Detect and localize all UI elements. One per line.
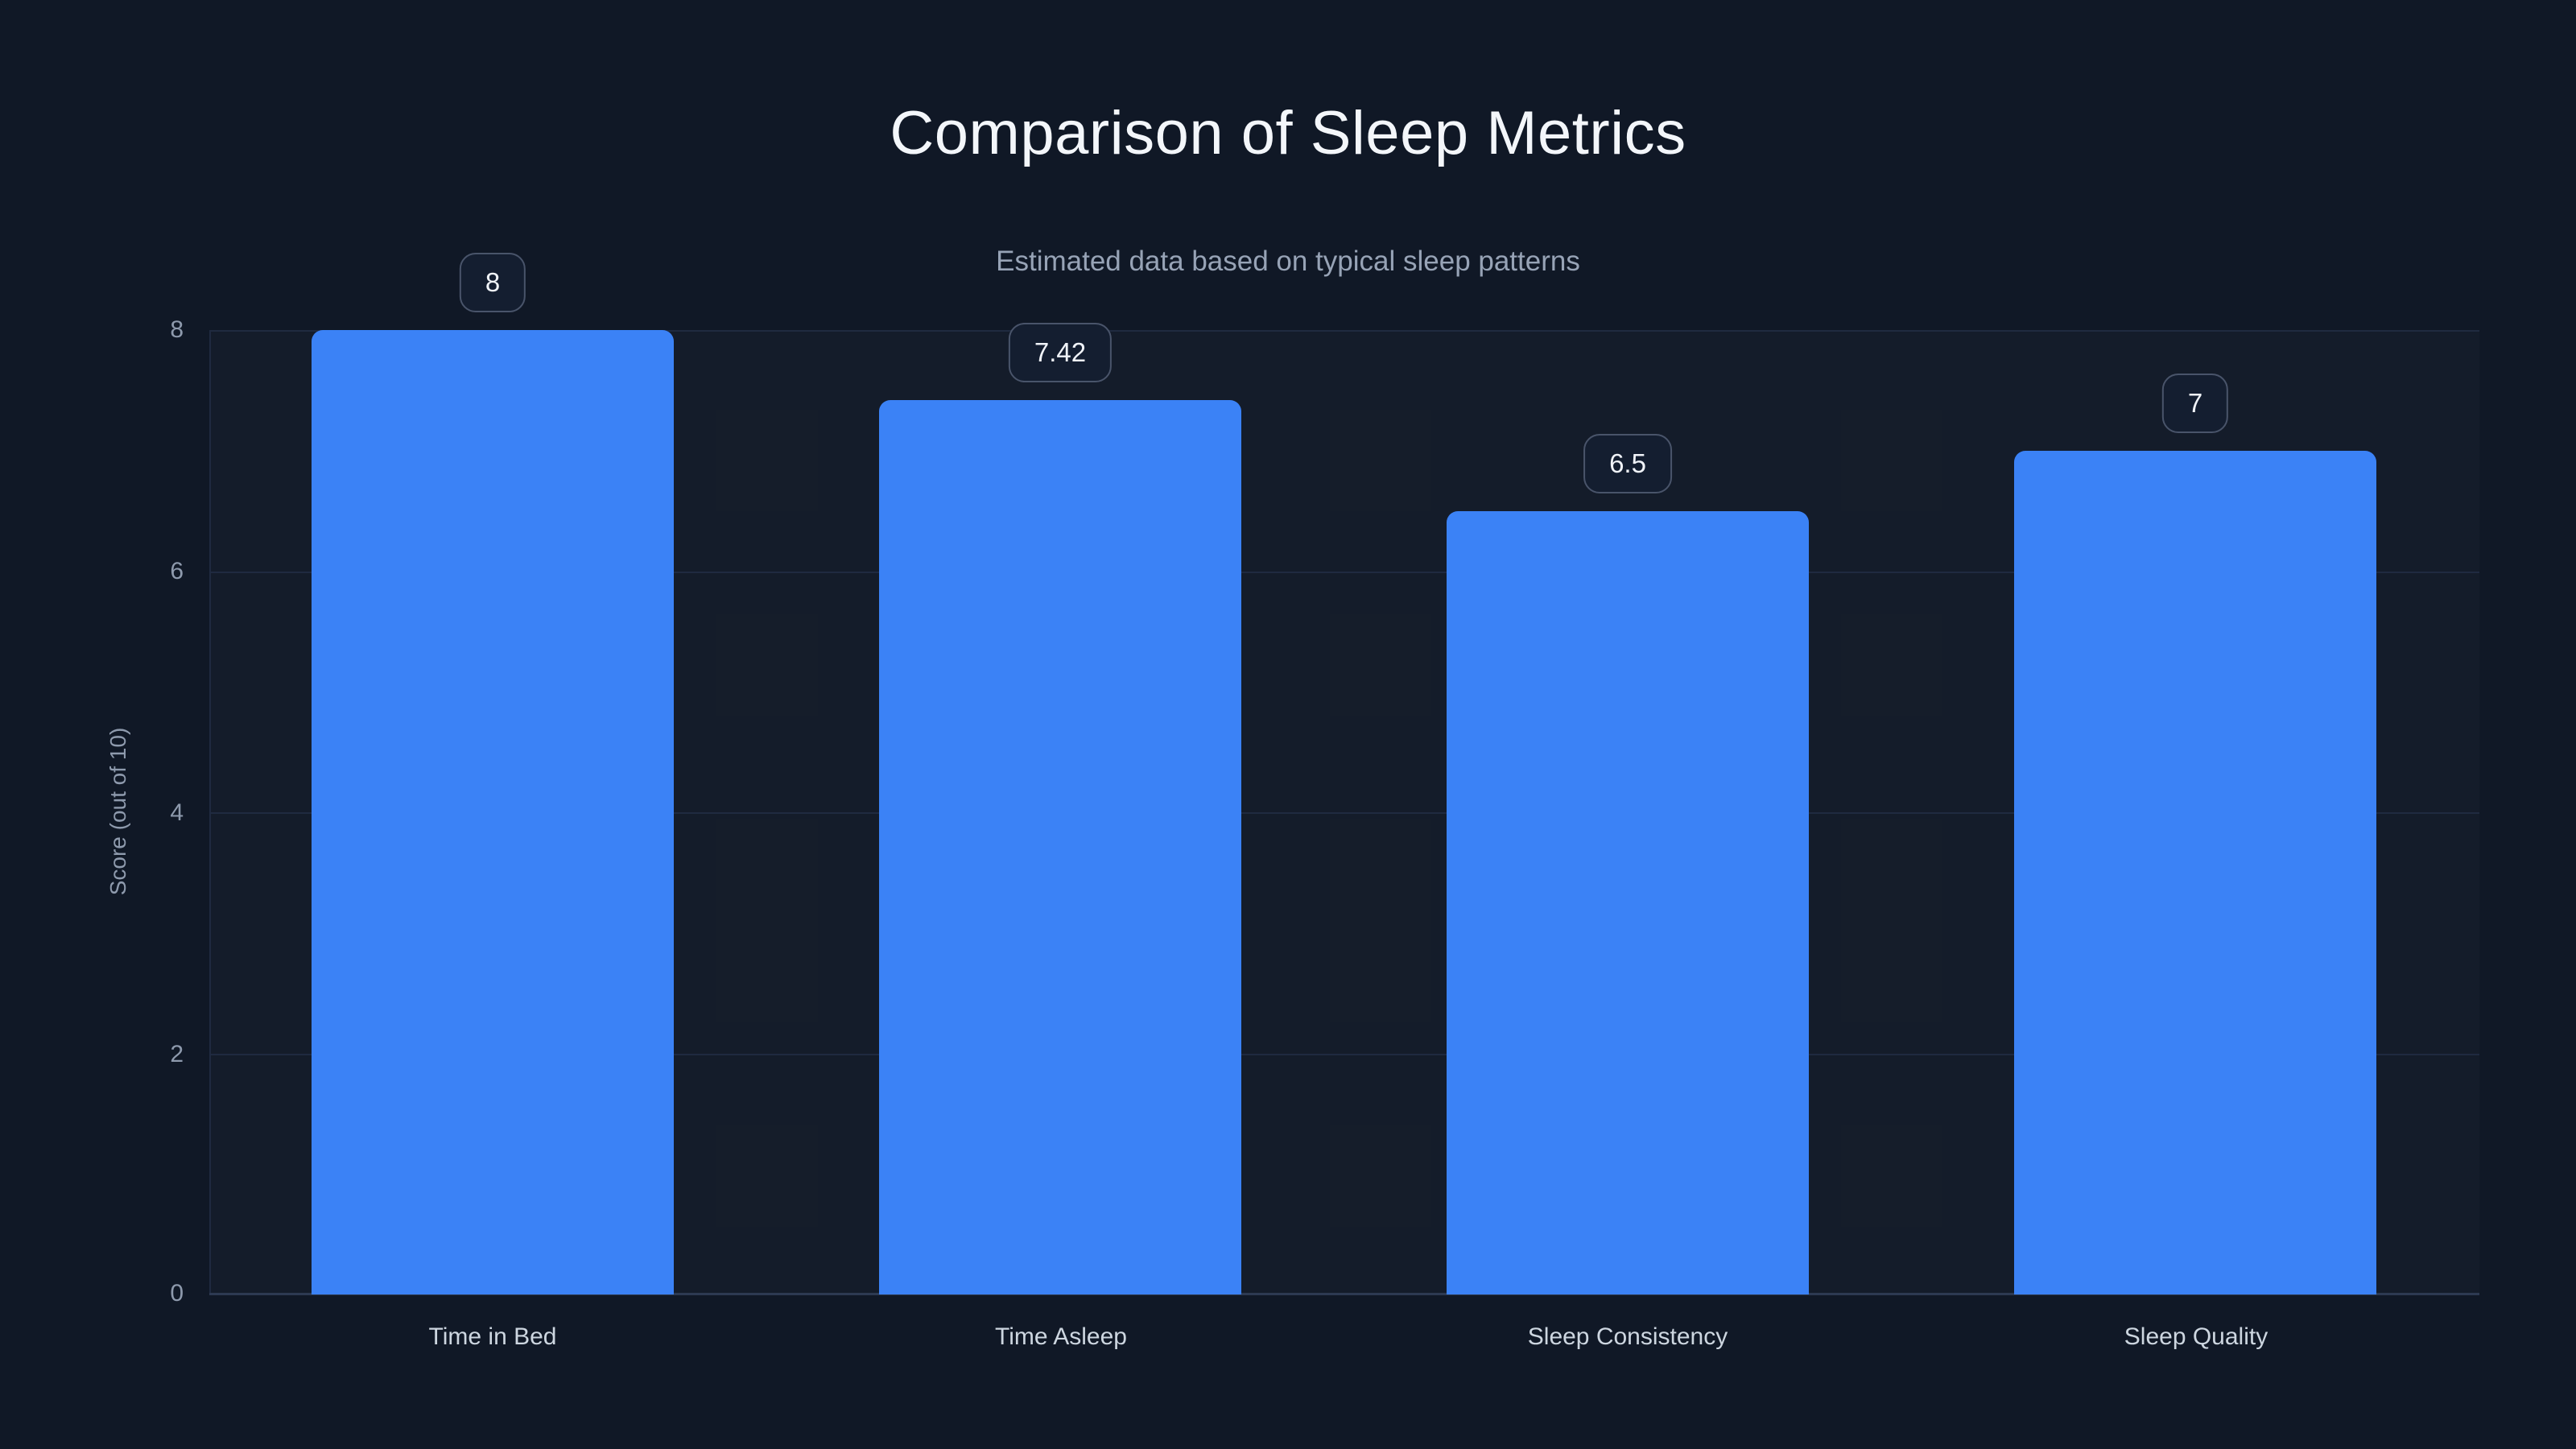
y-tick-label-0: 0 [170, 1280, 184, 1307]
gridline-6 [209, 571, 2479, 573]
bar-group-sleep-quality: 7 [2014, 330, 2376, 1294]
gridline-2 [209, 1053, 2479, 1055]
y-tick-label-6: 6 [170, 558, 184, 584]
bar-sleep-quality [2014, 450, 2376, 1294]
y-axis-line [209, 330, 211, 1294]
y-tick-label-4: 4 [170, 799, 184, 826]
bar-time-in-bed [312, 330, 674, 1294]
x-axis-label-time-in-bed: Time in Bed [428, 1323, 557, 1350]
gridline-8 [209, 330, 2479, 332]
chart-subtitle: Estimated data based on typical sleep pa… [996, 246, 1580, 277]
x-axis-label-time-asleep: Time Asleep [995, 1323, 1127, 1350]
chart-title: Comparison of Sleep Metrics [890, 99, 1686, 167]
bar-group-time-in-bed: 8 [312, 253, 674, 1294]
gridline-4 [209, 812, 2479, 814]
x-axis-label-sleep-consistency: Sleep Consistency [1527, 1323, 1728, 1350]
bar-sleep-consistency [1447, 510, 1809, 1294]
bar-group-time-asleep: 7.42 [879, 322, 1241, 1294]
x-axis-label-sleep-quality: Sleep Quality [2124, 1323, 2268, 1350]
value-label-time-asleep: 7.42 [1008, 322, 1113, 382]
value-label-sleep-consistency: 6.5 [1583, 433, 1672, 493]
value-label-time-in-bed: 8 [459, 253, 526, 312]
y-tick-label-8: 8 [170, 316, 184, 343]
x-axis-line [209, 1293, 2479, 1295]
y-tick-label-2: 2 [170, 1041, 184, 1067]
bar-time-asleep [879, 399, 1241, 1294]
plot-area: 8 7.42 6.5 7 [209, 253, 2479, 1295]
bar-group-sleep-consistency: 6.5 [1447, 330, 1809, 1294]
value-label-sleep-quality: 7 [2161, 373, 2229, 433]
